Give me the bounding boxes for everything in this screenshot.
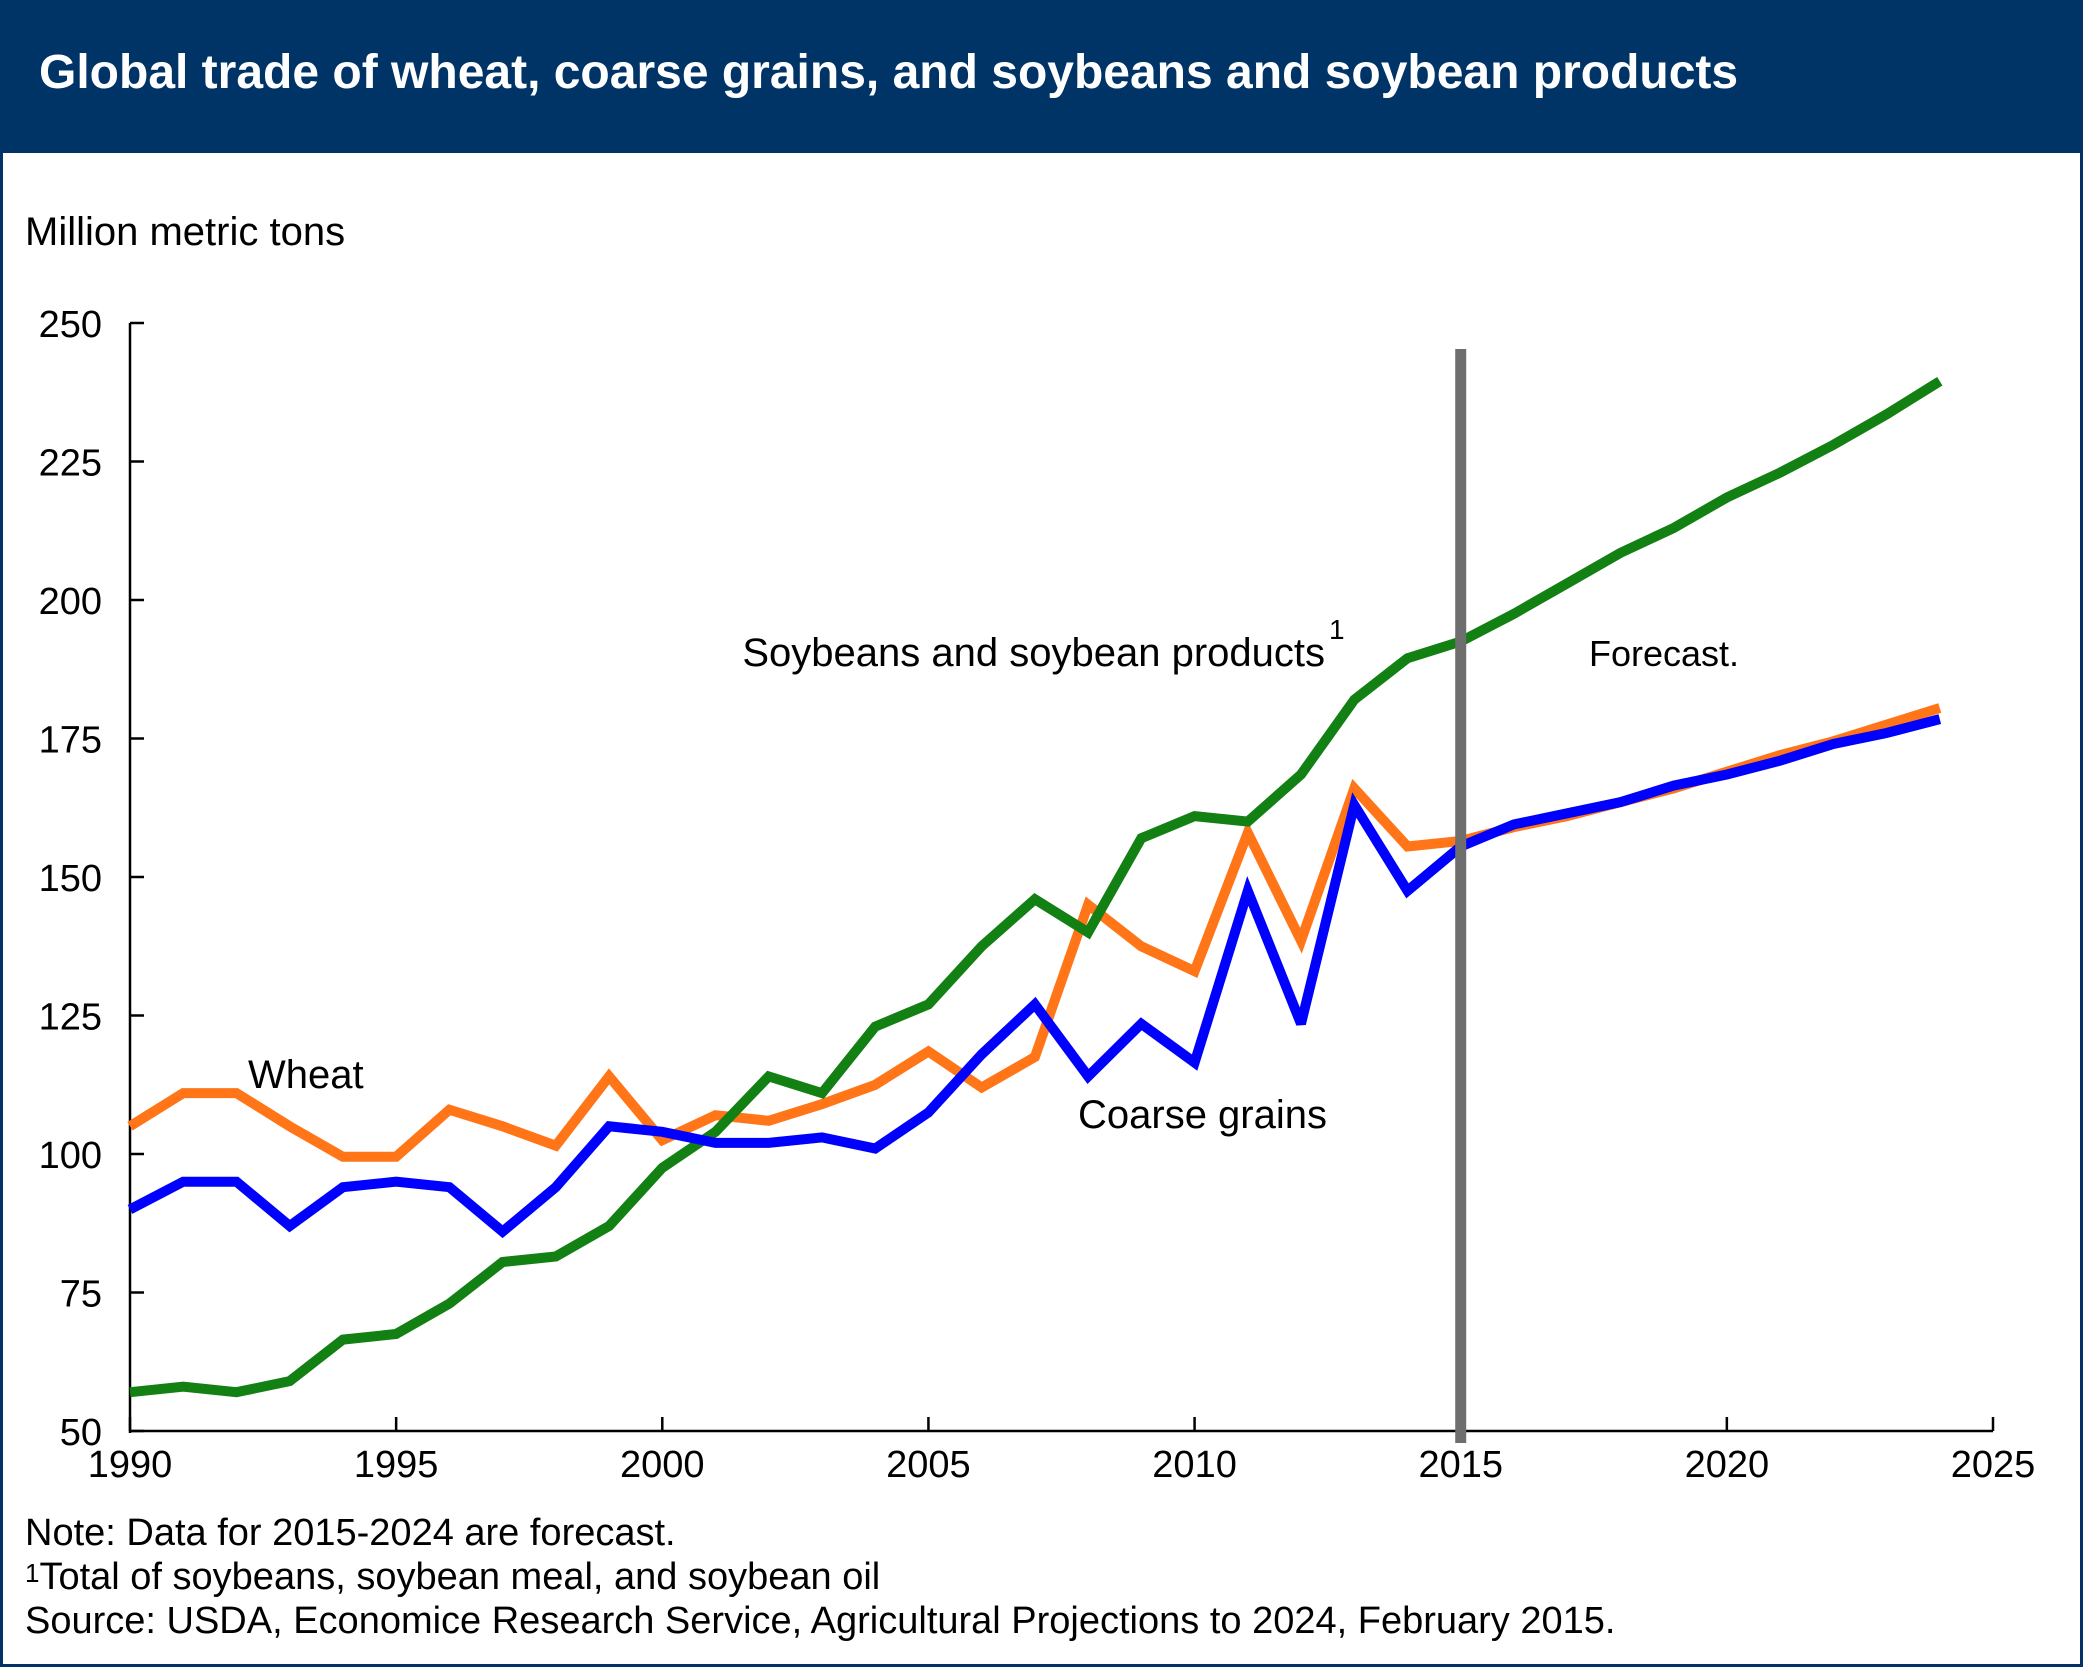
x-tick-label: 2005 [886,1444,971,1486]
x-tick-label: 1990 [88,1444,173,1486]
y-tick-label: 250 [39,304,102,346]
x-tick-label: 2025 [1951,1444,2036,1486]
chart-title: Global trade of wheat, coarse grains, an… [39,46,1739,99]
forecast-label: Forecast. [1589,633,1739,674]
title-bar: Global trade of wheat, coarse grains, an… [3,3,2080,153]
y-tick-label: 200 [39,581,102,623]
y-tick-label: 150 [39,858,102,900]
footnote-marker: 1 [25,1558,40,1588]
footnote-line: 1Total of soybeans, soybean meal, and so… [25,1555,1615,1599]
source-note: Source: USDA, Economice Research Service… [25,1600,1616,1642]
coarse-grains-line [127,714,1942,1239]
forecast-note: Note: Data for 2015-2024 are forecast. [25,1512,676,1554]
y-tick-label: 100 [39,1135,102,1177]
x-tick-label: 2000 [620,1444,705,1486]
soybeans-and-soybean-products-line [129,376,1943,1398]
soybeans-superscript: 1 [1329,614,1345,645]
x-tick-label: 2020 [1685,1444,1770,1486]
x-tick-label: 1995 [354,1444,439,1486]
x-tick-label: 2010 [1152,1444,1237,1486]
wheat-line [127,703,1942,1162]
y-tick-label: 225 [39,443,102,485]
x-tick-label: 2015 [1418,1444,1503,1486]
y-tick-label: 175 [39,720,102,762]
line-chart: Million metric tons 50 75 100 125 150 175 200 22… [25,210,2036,1486]
y-tick-label: 75 [60,1274,102,1316]
soybeans-label: Soybeans and soybean products [742,631,1325,675]
wheat-label: Wheat [248,1053,364,1097]
chart-notes: Note: Data for 2015-2024 are forecast. 1… [25,1511,1615,1643]
y-tick-label: 50 [60,1412,102,1454]
y-axis-label: Million metric tons [25,210,345,254]
footnote-text: Total of soybeans, soybean meal, and soy… [39,1556,881,1598]
y-tick-label: 125 [39,997,102,1039]
coarse-grains-label: Coarse grains [1078,1093,1327,1137]
